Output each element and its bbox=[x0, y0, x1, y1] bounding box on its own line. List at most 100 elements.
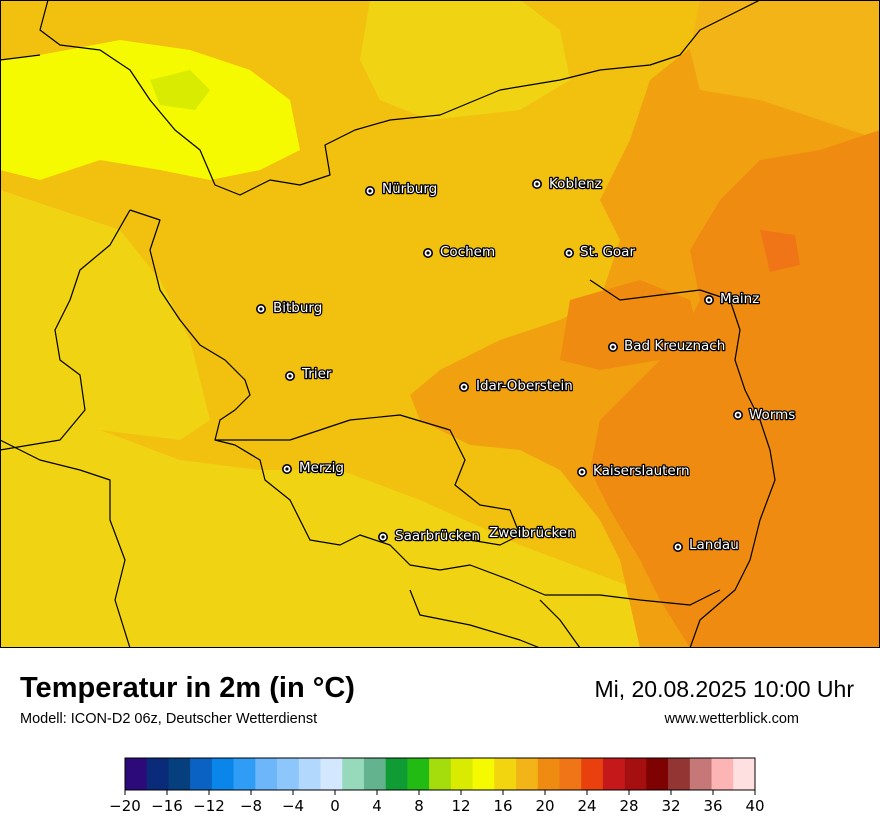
temperature-map: Nürburg Koblenz Cochem St. Goar Mainz Bi… bbox=[0, 0, 880, 649]
city-kaiserslautern: Kaiserslautern bbox=[576, 462, 691, 480]
legend-swatch bbox=[255, 758, 278, 790]
legend-tick-label: 8 bbox=[414, 797, 424, 815]
legend-swatch bbox=[602, 758, 625, 790]
temperature-field-rhine bbox=[590, 130, 880, 648]
legend-swatch bbox=[537, 758, 560, 790]
city-label-merzig: Merzig bbox=[299, 460, 344, 476]
legend-swatch bbox=[342, 758, 365, 790]
border-south-france bbox=[409, 589, 541, 649]
legend-swatch bbox=[646, 758, 669, 790]
city-koblenz: Koblenz bbox=[531, 175, 603, 193]
legend-tick-label: 20 bbox=[535, 797, 554, 815]
legend-swatch bbox=[146, 758, 169, 790]
legend-swatch bbox=[559, 758, 582, 790]
legend-swatch bbox=[494, 758, 517, 790]
legend-tick-label: 0 bbox=[330, 797, 340, 815]
legend-tick-label: 36 bbox=[703, 797, 722, 815]
legend-swatch bbox=[472, 758, 495, 790]
temperature-spot-cool bbox=[150, 70, 210, 110]
legend-swatch bbox=[689, 758, 712, 790]
border-saarland-france bbox=[129, 209, 721, 606]
legend-tick-label: 28 bbox=[619, 797, 638, 815]
city-label-mainz: Mainz bbox=[720, 291, 759, 307]
forecast-datetime: Mi, 20.08.2025 10:00 Uhr bbox=[594, 676, 854, 702]
city-label-saarbruecken: Saarbrücken bbox=[395, 528, 480, 544]
city-cochem: Cochem bbox=[422, 243, 496, 261]
legend-swatch bbox=[125, 758, 148, 790]
city-markers: Nürburg Koblenz Cochem St. Goar Mainz Bi… bbox=[255, 175, 797, 554]
city-worms: Worms bbox=[732, 406, 797, 424]
city-label-kaiserslautern: Kaiserslautern bbox=[593, 463, 690, 479]
legend-swatches bbox=[124, 757, 756, 791]
legend-tick-label: −16 bbox=[151, 797, 183, 815]
city-zweibruecken: Zweibrücken bbox=[488, 524, 577, 543]
city-label-zweibruecken: Zweibrücken bbox=[489, 525, 576, 541]
legend-swatch bbox=[450, 758, 473, 790]
city-label-idar-oberstein: Idar-Oberstein bbox=[476, 378, 573, 394]
border-luxembourg-west bbox=[0, 209, 131, 451]
city-label-st-goar: St. Goar bbox=[580, 244, 635, 260]
legend-swatch bbox=[190, 758, 213, 790]
temperature-field-northeast bbox=[690, 0, 880, 140]
footer: Temperatur in 2m (in °C) Modell: ICON-D2… bbox=[0, 648, 880, 830]
legend-swatch bbox=[733, 758, 756, 790]
city-label-cochem: Cochem bbox=[440, 244, 495, 260]
temperature-spot-hot bbox=[760, 230, 800, 272]
legend-swatch bbox=[711, 758, 734, 790]
legend-swatch bbox=[320, 758, 343, 790]
temperature-field-north bbox=[360, 0, 570, 120]
website-label: www.wetterblick.com bbox=[664, 711, 799, 727]
model-info: Modell: ICON-D2 06z, Deutscher Wetterdie… bbox=[20, 711, 318, 727]
temperature-field-nahe bbox=[560, 280, 700, 370]
legend-swatch bbox=[363, 758, 386, 790]
legend-swatch bbox=[668, 758, 691, 790]
temperature-field-south bbox=[0, 430, 650, 648]
city-merzig: Merzig bbox=[281, 459, 345, 477]
city-nuerburg: Nürburg bbox=[364, 180, 439, 198]
legend-swatch bbox=[624, 758, 647, 790]
border-south-france-2 bbox=[539, 599, 581, 649]
city-idar-oberstein: Idar-Oberstein bbox=[458, 377, 574, 395]
legend-swatch bbox=[407, 758, 430, 790]
city-label-koblenz: Koblenz bbox=[549, 176, 602, 192]
city-label-landau: Landau bbox=[689, 537, 739, 553]
map-title: Temperatur in 2m (in °C) bbox=[20, 672, 355, 704]
temperature-field-eifel bbox=[0, 40, 300, 180]
city-bitburg: Bitburg bbox=[255, 299, 324, 317]
legend-swatch bbox=[211, 758, 234, 790]
legend-tick-label: −4 bbox=[282, 797, 304, 815]
border-france-lux bbox=[0, 439, 131, 649]
legend-swatch bbox=[581, 758, 604, 790]
map-canvas: Nürburg Koblenz Cochem St. Goar Mainz Bi… bbox=[0, 0, 880, 649]
legend-swatch bbox=[429, 758, 452, 790]
city-label-bitburg: Bitburg bbox=[273, 300, 322, 316]
state-borders bbox=[0, 0, 776, 649]
city-bad-kreuznach: Bad Kreuznach bbox=[607, 337, 727, 355]
city-label-nuerburg: Nürburg bbox=[382, 181, 437, 197]
legend-swatch bbox=[168, 758, 191, 790]
legend-swatch bbox=[516, 758, 539, 790]
city-landau: Landau bbox=[672, 536, 740, 554]
legend-swatch bbox=[298, 758, 321, 790]
state-border-northwest bbox=[0, 54, 41, 61]
city-label-trier: Trier bbox=[301, 366, 332, 382]
border-rhine bbox=[589, 279, 776, 649]
legend-tick-label: 16 bbox=[493, 797, 512, 815]
city-saarbruecken: Saarbrücken bbox=[377, 527, 481, 545]
city-st-goar: St. Goar bbox=[563, 243, 637, 261]
legend-tick-label: 32 bbox=[661, 797, 680, 815]
legend-swatch bbox=[277, 758, 300, 790]
legend-swatch bbox=[385, 758, 408, 790]
temperature-field-west bbox=[0, 190, 210, 440]
legend-frame bbox=[124, 757, 756, 791]
legend-tick-label: 24 bbox=[577, 797, 596, 815]
legend-tick-label: 12 bbox=[451, 797, 470, 815]
city-label-worms: Worms bbox=[749, 407, 795, 423]
legend-swatch bbox=[233, 758, 256, 790]
legend-tick-label: −12 bbox=[193, 797, 225, 815]
legend-tick-label: −20 bbox=[109, 797, 141, 815]
legend-tick-label: 40 bbox=[745, 797, 764, 815]
color-legend: −20 −16 −12 −8 −4 0 4 8 12 16 20 24 28 32 36 40 bbox=[109, 757, 765, 815]
city-label-bad-kreuznach: Bad Kreuznach bbox=[624, 338, 725, 354]
legend-ticks: −20 −16 −12 −8 −4 0 4 8 12 16 20 24 28 32 36 40 bbox=[109, 790, 765, 815]
